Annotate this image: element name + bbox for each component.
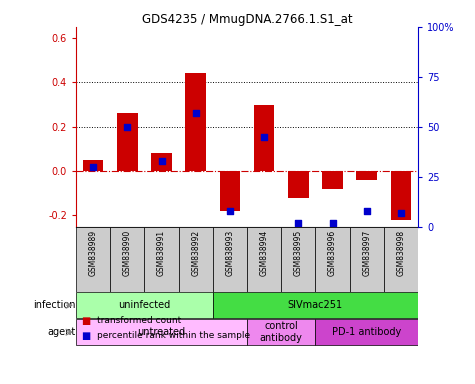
- Text: ■: ■: [81, 331, 90, 341]
- Point: [260, 134, 268, 140]
- Bar: [247, 319, 315, 345]
- Text: uninfected: uninfected: [118, 300, 171, 310]
- Text: GSM838997: GSM838997: [362, 230, 371, 276]
- Point: [329, 220, 336, 226]
- Text: percentile rank within the sample: percentile rank within the sample: [97, 331, 250, 341]
- Bar: [281, 227, 315, 292]
- Bar: [76, 292, 213, 318]
- Bar: [185, 73, 206, 171]
- Bar: [390, 171, 411, 220]
- Bar: [110, 227, 144, 292]
- Bar: [254, 104, 275, 171]
- Point: [226, 207, 234, 214]
- Text: GSM838998: GSM838998: [397, 230, 405, 276]
- Text: transformed count: transformed count: [97, 316, 181, 325]
- Bar: [179, 227, 213, 292]
- Point: [294, 220, 302, 226]
- Bar: [350, 227, 384, 292]
- Text: agent: agent: [48, 327, 76, 337]
- Text: GSM838993: GSM838993: [226, 230, 234, 276]
- Text: GSM838994: GSM838994: [260, 230, 268, 276]
- Text: infection: infection: [34, 300, 76, 310]
- Bar: [151, 153, 172, 171]
- Bar: [219, 171, 240, 211]
- Text: GSM838992: GSM838992: [191, 230, 200, 276]
- Text: PD-1 antibody: PD-1 antibody: [332, 327, 401, 337]
- Bar: [144, 227, 179, 292]
- Bar: [315, 319, 418, 345]
- Bar: [247, 227, 281, 292]
- Text: GSM838995: GSM838995: [294, 230, 303, 276]
- Point: [363, 207, 371, 214]
- Text: ■: ■: [81, 316, 90, 326]
- Point: [158, 157, 165, 164]
- Text: GSM838989: GSM838989: [89, 230, 97, 276]
- Bar: [315, 227, 350, 292]
- Point: [124, 124, 131, 130]
- Bar: [356, 171, 377, 180]
- Bar: [322, 171, 343, 189]
- Bar: [76, 319, 247, 345]
- Text: untreated: untreated: [137, 327, 186, 337]
- Bar: [213, 292, 418, 318]
- Title: GDS4235 / MmugDNA.2766.1.S1_at: GDS4235 / MmugDNA.2766.1.S1_at: [142, 13, 352, 26]
- Point: [397, 210, 405, 216]
- Point: [89, 164, 97, 170]
- Bar: [384, 227, 418, 292]
- Text: GSM838991: GSM838991: [157, 230, 166, 276]
- Bar: [117, 113, 138, 171]
- Bar: [83, 160, 104, 171]
- Bar: [213, 227, 247, 292]
- Bar: [76, 227, 110, 292]
- Text: control
antibody: control antibody: [260, 321, 303, 343]
- Text: GSM838996: GSM838996: [328, 230, 337, 276]
- Point: [192, 110, 200, 116]
- Text: SIVmac251: SIVmac251: [288, 300, 343, 310]
- Bar: [288, 171, 309, 198]
- Text: GSM838990: GSM838990: [123, 230, 132, 276]
